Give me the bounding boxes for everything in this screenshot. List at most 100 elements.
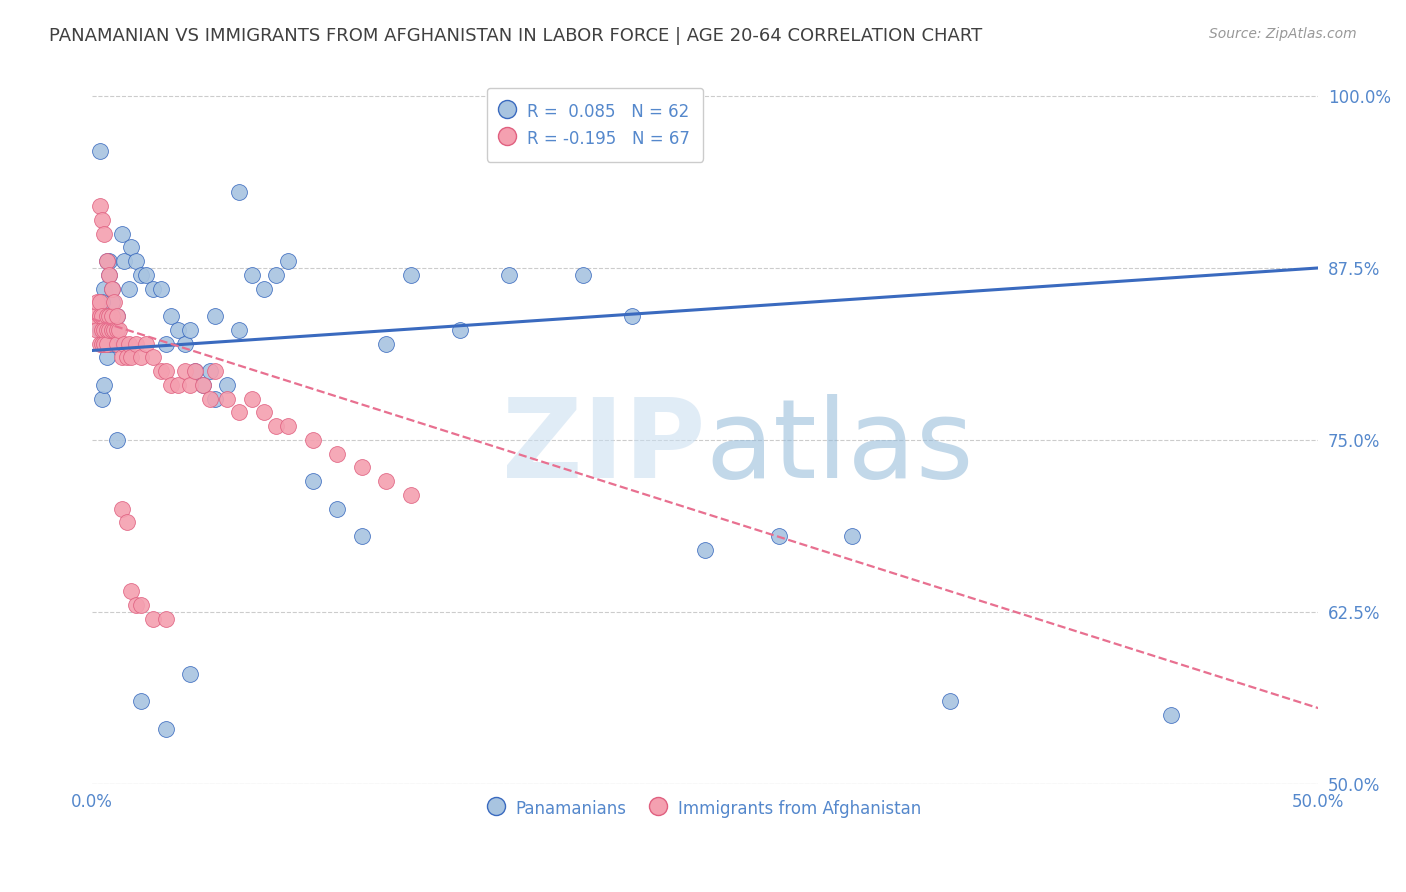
Text: Source: ZipAtlas.com: Source: ZipAtlas.com xyxy=(1209,27,1357,41)
Point xyxy=(215,377,238,392)
Point xyxy=(174,364,197,378)
Text: atlas: atlas xyxy=(706,394,974,501)
Point xyxy=(179,323,201,337)
Point xyxy=(204,309,226,323)
Point xyxy=(93,227,115,241)
Point xyxy=(167,377,190,392)
Point xyxy=(98,323,121,337)
Point xyxy=(83,309,105,323)
Point xyxy=(115,351,138,365)
Point xyxy=(159,309,181,323)
Point xyxy=(326,447,349,461)
Point xyxy=(129,351,152,365)
Point xyxy=(91,309,114,323)
Point xyxy=(129,598,152,612)
Point xyxy=(142,282,165,296)
Point xyxy=(89,323,111,337)
Point xyxy=(571,268,593,282)
Point xyxy=(375,474,398,488)
Point xyxy=(399,268,422,282)
Point xyxy=(105,323,128,337)
Point xyxy=(93,282,115,296)
Point xyxy=(179,377,201,392)
Point xyxy=(302,474,325,488)
Point xyxy=(91,336,114,351)
Point xyxy=(96,254,118,268)
Point xyxy=(96,323,118,337)
Point xyxy=(96,254,118,268)
Point xyxy=(498,268,520,282)
Point xyxy=(91,323,114,337)
Point xyxy=(155,612,177,626)
Point xyxy=(240,268,263,282)
Point xyxy=(375,336,398,351)
Point xyxy=(350,529,373,543)
Point xyxy=(253,282,276,296)
Point xyxy=(228,405,250,419)
Point xyxy=(98,268,121,282)
Point xyxy=(101,295,124,310)
Point xyxy=(110,227,132,241)
Point xyxy=(149,364,172,378)
Point xyxy=(228,186,250,200)
Point xyxy=(264,268,287,282)
Point xyxy=(112,254,135,268)
Point xyxy=(155,336,177,351)
Point xyxy=(93,377,115,392)
Point xyxy=(120,240,142,254)
Point xyxy=(91,392,114,406)
Point xyxy=(277,254,299,268)
Point xyxy=(103,295,125,310)
Point xyxy=(841,529,863,543)
Point xyxy=(115,516,138,530)
Point xyxy=(695,542,717,557)
Point xyxy=(179,666,201,681)
Point xyxy=(135,336,157,351)
Point xyxy=(129,694,152,708)
Point xyxy=(96,309,118,323)
Point xyxy=(89,295,111,310)
Point xyxy=(89,144,111,158)
Point xyxy=(112,336,135,351)
Point xyxy=(191,377,214,392)
Point xyxy=(105,309,128,323)
Point xyxy=(215,392,238,406)
Point xyxy=(96,309,118,323)
Point xyxy=(89,199,111,213)
Point xyxy=(125,254,148,268)
Point xyxy=(101,309,124,323)
Point xyxy=(101,282,124,296)
Point xyxy=(198,392,221,406)
Point xyxy=(120,351,142,365)
Point xyxy=(204,364,226,378)
Point xyxy=(91,212,114,227)
Point xyxy=(96,336,118,351)
Point xyxy=(103,336,125,351)
Point xyxy=(89,336,111,351)
Point xyxy=(277,419,299,434)
Point xyxy=(620,309,643,323)
Point xyxy=(108,323,131,337)
Point xyxy=(110,501,132,516)
Point xyxy=(253,405,276,419)
Point xyxy=(93,323,115,337)
Point xyxy=(302,433,325,447)
Point xyxy=(174,336,197,351)
Point xyxy=(86,323,108,337)
Point xyxy=(98,336,121,351)
Point xyxy=(399,488,422,502)
Text: ZIP: ZIP xyxy=(502,394,706,501)
Point xyxy=(155,722,177,736)
Point xyxy=(101,323,124,337)
Point xyxy=(86,295,108,310)
Point xyxy=(93,336,115,351)
Legend: Panamanians, Immigrants from Afghanistan: Panamanians, Immigrants from Afghanistan xyxy=(482,792,928,825)
Point xyxy=(96,351,118,365)
Point xyxy=(135,268,157,282)
Point xyxy=(98,254,121,268)
Point xyxy=(125,336,148,351)
Point xyxy=(204,392,226,406)
Point xyxy=(101,282,124,296)
Point xyxy=(159,377,181,392)
Point xyxy=(1160,708,1182,723)
